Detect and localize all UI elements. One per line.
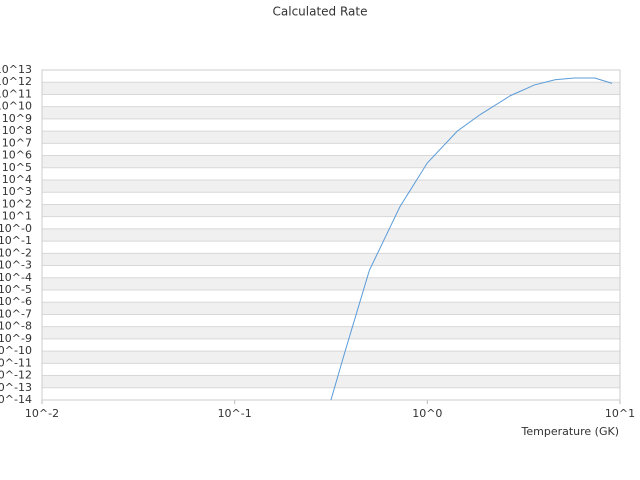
grid-band: [42, 82, 620, 95]
data-line: [330, 77, 613, 401]
y-tick-label: 10^-6: [0, 295, 32, 308]
chart-title: Calculated Rate: [273, 5, 368, 19]
grid-band: [42, 277, 620, 290]
y-tick-label: 10^-7: [0, 307, 32, 320]
y-tick-label: 10^-3: [0, 259, 32, 272]
y-tick-label: 10^-8: [0, 320, 32, 333]
grid-band: [42, 106, 620, 119]
y-tick-label: 10^-10: [0, 344, 32, 357]
x-axis-label: Temperature (GK): [521, 425, 620, 438]
y-tick-label: 10^8: [2, 124, 32, 137]
y-tick-label: 10^-2: [0, 246, 32, 259]
y-tick-label: 10^1: [2, 210, 32, 223]
y-tick-label: 10^2: [2, 197, 32, 210]
grid-band: [42, 351, 620, 364]
grid-band: [42, 375, 620, 388]
x-tick-label: 10^-1: [218, 407, 252, 420]
y-tick-label: 10^-0: [0, 222, 32, 235]
y-tick-label: 10^7: [2, 136, 32, 149]
grid-band: [42, 326, 620, 339]
grid-band: [42, 131, 620, 144]
x-tick-label: 10^0: [412, 407, 442, 420]
grid-band: [42, 180, 620, 193]
y-tick-label: 10^12: [0, 75, 32, 88]
y-tick-label: 10^-5: [0, 283, 32, 296]
y-tick-label: 10^-1: [0, 234, 32, 247]
grid-band: [42, 155, 620, 168]
grid-band: [42, 302, 620, 315]
y-tick-label: 10^-11: [0, 356, 32, 369]
y-tick-label: 10^6: [2, 149, 32, 162]
y-tick-label: 10^5: [2, 161, 32, 174]
y-tick-label: 10^-13: [0, 381, 32, 394]
y-tick-label: 10^3: [2, 185, 32, 198]
y-tick-label: 10^-9: [0, 332, 32, 345]
y-tick-label: 10^9: [2, 112, 32, 125]
y-tick-label: 10^13: [0, 63, 32, 76]
grid-band: [42, 204, 620, 217]
y-tick-label: 10^-4: [0, 271, 32, 284]
y-tick-label: 10^10: [0, 100, 32, 113]
grid-band: [42, 253, 620, 266]
y-tick-label: 10^4: [2, 173, 32, 186]
x-tick-label: 10^-2: [25, 407, 59, 420]
x-tick-label: 10^1: [605, 407, 635, 420]
grid-band: [42, 228, 620, 242]
y-tick-label: 10^-12: [0, 369, 32, 382]
y-tick-label: 10^11: [0, 87, 32, 100]
y-tick-label: 10^-14: [0, 393, 32, 406]
